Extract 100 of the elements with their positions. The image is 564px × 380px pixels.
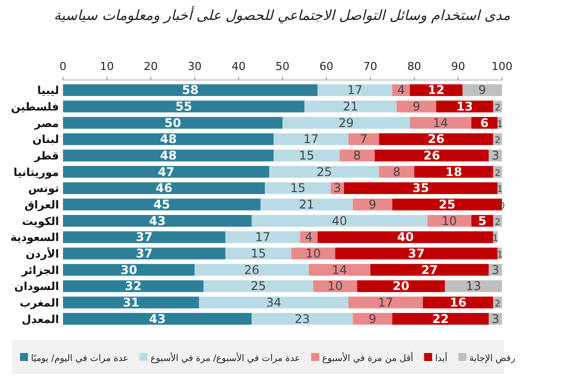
data-label: 13 bbox=[466, 279, 482, 294]
bar bbox=[392, 312, 489, 325]
data-label: 48 bbox=[160, 132, 177, 146]
x-tick-label: 20 bbox=[144, 60, 158, 73]
bar bbox=[63, 214, 252, 227]
bar bbox=[63, 312, 252, 325]
bar bbox=[194, 264, 309, 276]
bar bbox=[374, 150, 489, 162]
data-label: 31 bbox=[122, 296, 140, 310]
data-label: 10 bbox=[328, 279, 343, 294]
legend-label: عدة مرات في الأسبوع/ مرة في الأسبوع bbox=[150, 352, 300, 364]
data-label: 1 bbox=[492, 234, 498, 244]
bar bbox=[225, 231, 300, 244]
bar bbox=[340, 150, 375, 162]
bar bbox=[63, 166, 270, 178]
title: مدى استخدام وسائل التواصل الاجتماعي للحصول على أخبار ومعلومات سياسية bbox=[54, 8, 510, 24]
data-label: 50 bbox=[164, 116, 182, 130]
bar bbox=[252, 312, 353, 325]
data-label: 37 bbox=[136, 246, 153, 260]
data-label: 15 bbox=[250, 246, 266, 260]
data-label: 8 bbox=[392, 164, 400, 179]
y-tick-label: فلسطين bbox=[11, 100, 59, 114]
y-tick-label: المعدل bbox=[22, 312, 59, 326]
data-label: 15 bbox=[290, 181, 306, 196]
bar bbox=[344, 182, 498, 194]
data-label: 9 bbox=[478, 83, 486, 98]
bar bbox=[291, 248, 336, 260]
data-label: 23 bbox=[294, 312, 310, 326]
data-label: 21 bbox=[299, 198, 314, 212]
data-label: 48 bbox=[160, 148, 177, 162]
data-label: 0 bbox=[499, 202, 506, 212]
data-label: 5 bbox=[478, 214, 486, 228]
legend-label: عدة مرات في اليوم/ يوميًا bbox=[31, 354, 128, 364]
data-label: 12 bbox=[428, 83, 444, 98]
data-label: 3 bbox=[492, 312, 500, 326]
data-label: 2 bbox=[494, 300, 500, 310]
data-label: 29 bbox=[338, 116, 354, 130]
bar bbox=[63, 264, 195, 276]
x-tick-label: 50 bbox=[276, 60, 290, 73]
data-label: 22 bbox=[432, 312, 449, 326]
bar bbox=[63, 116, 282, 129]
data-label: 9 bbox=[368, 198, 376, 212]
bar bbox=[352, 198, 392, 210]
bar bbox=[63, 150, 274, 162]
bar bbox=[199, 296, 348, 308]
y-tick-label: السودان bbox=[14, 280, 59, 294]
data-label: 40 bbox=[332, 214, 348, 228]
data-label: 1 bbox=[496, 120, 503, 130]
x-tick-label: 100 bbox=[492, 60, 512, 73]
data-label: 25 bbox=[316, 164, 332, 179]
bar bbox=[348, 296, 423, 308]
data-label: 27 bbox=[421, 262, 438, 277]
data-label: 2 bbox=[494, 218, 500, 228]
data-label: 58 bbox=[182, 83, 199, 98]
data-label: 47 bbox=[158, 164, 175, 179]
bar bbox=[252, 214, 428, 227]
y-tick-label: تونس bbox=[28, 182, 59, 196]
data-label: 17 bbox=[378, 296, 394, 310]
x-tick-label: 80 bbox=[407, 60, 422, 73]
data-label: 17 bbox=[347, 83, 363, 98]
data-label: 25 bbox=[438, 198, 456, 212]
data-label: 6 bbox=[480, 116, 489, 130]
data-label: 35 bbox=[412, 181, 430, 196]
data-label: 9 bbox=[412, 100, 420, 114]
y-tick-label: لبنان bbox=[32, 133, 59, 146]
bar bbox=[436, 100, 494, 112]
y-tick-label: السعودية bbox=[10, 231, 59, 244]
data-label: 2 bbox=[494, 104, 500, 114]
data-label: 25 bbox=[250, 279, 266, 294]
x-tick-label: 10 bbox=[100, 60, 114, 73]
data-label: 43 bbox=[149, 214, 166, 228]
y-tick-label: ليبيا bbox=[37, 84, 59, 98]
data-label: 8 bbox=[353, 148, 361, 162]
bar bbox=[282, 116, 410, 129]
x-tick-label: 70 bbox=[363, 60, 378, 73]
legend-label: أبدا bbox=[435, 352, 448, 364]
bar bbox=[269, 166, 380, 178]
bar bbox=[203, 280, 314, 292]
bar bbox=[462, 84, 502, 96]
data-label: 17 bbox=[255, 230, 270, 244]
legend-label: رفض الإجابة bbox=[469, 354, 516, 364]
data-label: 18 bbox=[445, 164, 462, 179]
bar bbox=[225, 248, 292, 260]
data-label: 43 bbox=[149, 312, 166, 326]
legend-label: أقل من مرة في الأسبوع bbox=[322, 352, 414, 364]
x-tick-label: 90 bbox=[451, 60, 466, 73]
bar bbox=[348, 133, 380, 146]
bar bbox=[379, 133, 494, 146]
bar bbox=[260, 198, 353, 210]
bar bbox=[63, 182, 265, 194]
bar bbox=[63, 100, 304, 112]
y-tick-label: المغرب bbox=[20, 296, 59, 310]
bar bbox=[63, 296, 200, 308]
data-label: 4 bbox=[305, 230, 313, 244]
data-label: 17 bbox=[303, 132, 319, 146]
y-tick-label: قطر bbox=[33, 150, 59, 162]
data-label: 20 bbox=[392, 279, 410, 294]
bar bbox=[318, 231, 494, 244]
data-label: 3 bbox=[492, 148, 500, 162]
bar bbox=[304, 100, 397, 112]
